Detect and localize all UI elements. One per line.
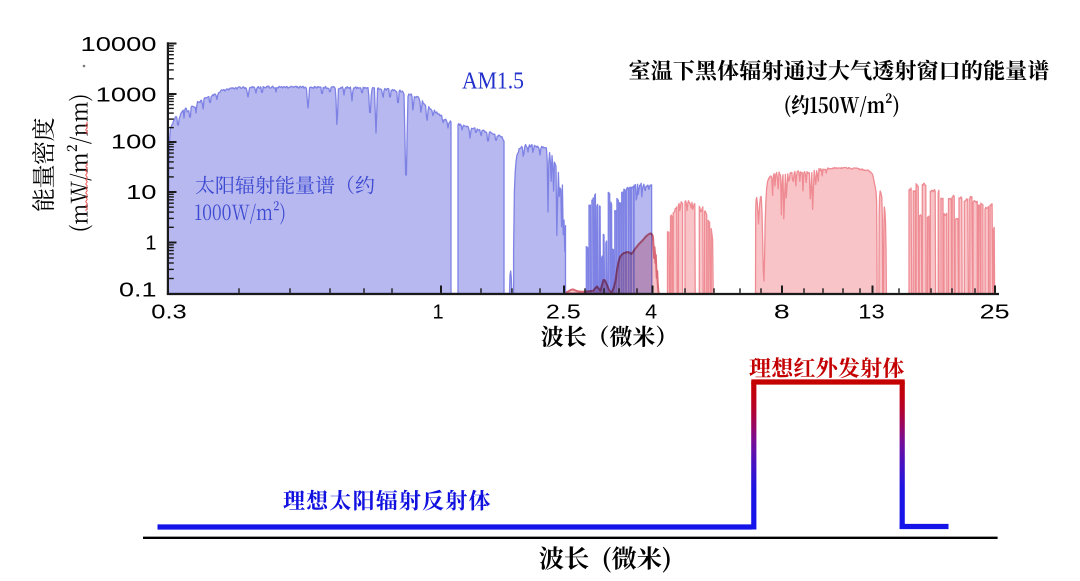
svg-text:10000: 10000: [81, 34, 157, 56]
svg-text:13: 13: [858, 302, 884, 324]
svg-text:25: 25: [980, 302, 1010, 324]
svg-text:4: 4: [645, 302, 657, 324]
svg-text:1: 1: [432, 302, 443, 324]
svg-text:1000: 1000: [96, 84, 157, 106]
svg-text:AM1.5: AM1.5: [462, 69, 524, 95]
svg-text:10: 10: [126, 182, 156, 204]
svg-text:0.1: 0.1: [119, 280, 157, 302]
svg-text:2.5: 2.5: [546, 302, 581, 324]
svg-text:1: 1: [145, 233, 156, 255]
svg-text:8: 8: [774, 302, 790, 324]
svg-text:0.3: 0.3: [151, 302, 186, 324]
svg-text:100: 100: [111, 131, 157, 153]
